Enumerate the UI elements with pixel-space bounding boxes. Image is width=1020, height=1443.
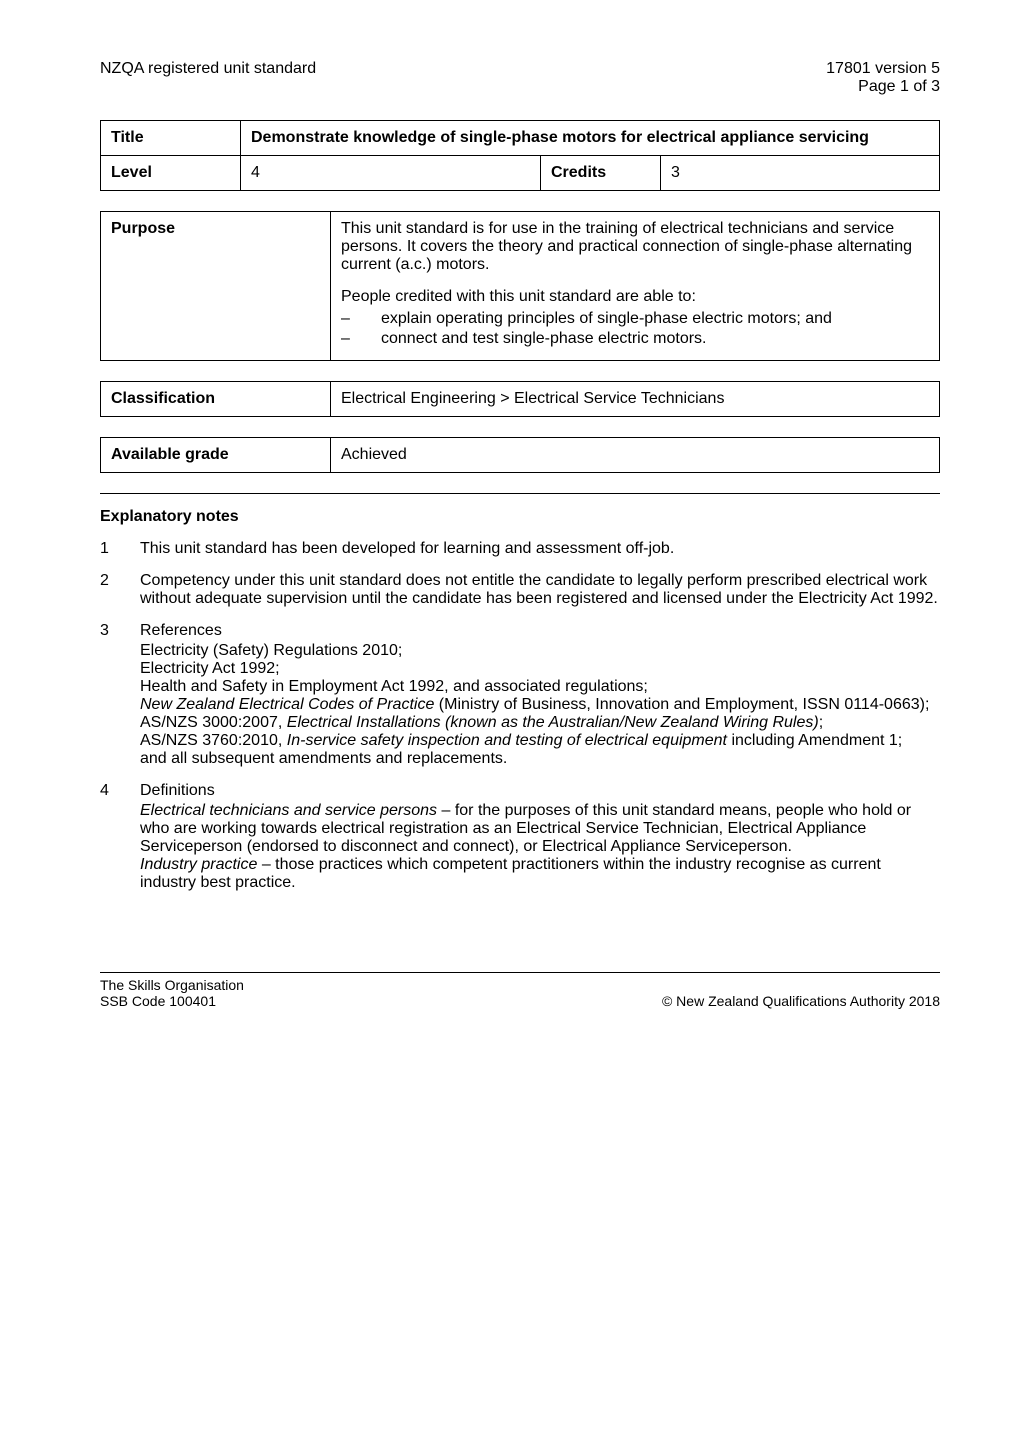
ref-ital: In-service safety inspection and testing… <box>287 732 727 749</box>
note-num: 4 <box>100 782 140 892</box>
note-body: Competency under this unit standard does… <box>140 572 940 608</box>
note-num: 2 <box>100 572 140 608</box>
classification-table: Classification Electrical Engineering > … <box>100 381 940 417</box>
note-1: 1 This unit standard has been developed … <box>100 540 940 558</box>
credits-value: 3 <box>661 156 940 191</box>
note-2: 2 Competency under this unit standard do… <box>100 572 940 608</box>
ref-text: AS/NZS 3000:2007, <box>140 714 287 731</box>
grade-label: Available grade <box>101 438 331 473</box>
ref-line: AS/NZS 3760:2010, In-service safety insp… <box>140 732 940 750</box>
credits-label: Credits <box>541 156 661 191</box>
note-3: 3 References Electricity (Safety) Regula… <box>100 622 940 768</box>
header-page: Page 1 of 3 <box>826 78 940 96</box>
ref-text: ; <box>819 714 823 731</box>
title-table: Title Demonstrate knowledge of single-ph… <box>100 120 940 191</box>
note-body: This unit standard has been developed fo… <box>140 540 940 558</box>
ref-ital: New Zealand Electrical Codes of Practice <box>140 696 434 713</box>
purpose-para2-lead: People credited with this unit standard … <box>341 288 929 306</box>
classification-label: Classification <box>101 382 331 417</box>
ref-line: Electricity Act 1992; <box>140 660 940 678</box>
note-4: 4 Definitions Electrical technicians and… <box>100 782 940 892</box>
purpose-bullet: connect and test single-phase electric m… <box>381 330 929 348</box>
note3-heading: References <box>140 622 940 640</box>
title-text: Demonstrate knowledge of single-phase mo… <box>241 121 940 156</box>
purpose-table: Purpose This unit standard is for use in… <box>100 211 940 361</box>
header-version: 17801 version 5 <box>826 60 940 78</box>
ref-line: Health and Safety in Employment Act 1992… <box>140 678 940 696</box>
footer-left: The Skills Organisation SSB Code 100401 <box>100 977 244 1009</box>
note-num: 3 <box>100 622 140 768</box>
ref-line: New Zealand Electrical Codes of Practice… <box>140 696 940 714</box>
note-body: References Electricity (Safety) Regulati… <box>140 622 940 768</box>
ref-line: AS/NZS 3000:2007, Electrical Installatio… <box>140 714 940 732</box>
explanatory-heading: Explanatory notes <box>100 508 940 526</box>
ref-line: Electricity (Safety) Regulations 2010; <box>140 642 940 660</box>
note-body: Definitions Electrical technicians and s… <box>140 782 940 892</box>
def-line: Electrical technicians and service perso… <box>140 802 940 856</box>
grade-table: Available grade Achieved <box>100 437 940 473</box>
footer-ssb: SSB Code 100401 <box>100 993 244 1009</box>
purpose-bullets: explain operating principles of single-p… <box>341 310 929 348</box>
ref-ital: Electrical Installations (known as the A… <box>287 714 819 731</box>
page-header: NZQA registered unit standard 17801 vers… <box>100 60 940 96</box>
def-ital: Electrical technicians and service perso… <box>140 802 437 819</box>
level-value: 4 <box>241 156 541 191</box>
purpose-bullet: explain operating principles of single-p… <box>381 310 929 328</box>
title-label: Title <box>101 121 241 156</box>
footer-org: The Skills Organisation <box>100 977 244 993</box>
classification-value: Electrical Engineering > Electrical Serv… <box>331 382 940 417</box>
ref-line: and all subsequent amendments and replac… <box>140 750 940 768</box>
purpose-para1: This unit standard is for use in the tra… <box>341 220 929 274</box>
level-label: Level <box>101 156 241 191</box>
note-num: 1 <box>100 540 140 558</box>
note4-heading: Definitions <box>140 782 940 800</box>
separator <box>100 493 940 494</box>
header-right: 17801 version 5 Page 1 of 3 <box>826 60 940 96</box>
footer-right: © New Zealand Qualifications Authority 2… <box>662 993 940 1009</box>
purpose-label: Purpose <box>101 212 331 361</box>
page-footer: The Skills Organisation SSB Code 100401 … <box>100 972 940 1009</box>
grade-value: Achieved <box>331 438 940 473</box>
def-ital: Industry practice <box>140 856 257 873</box>
ref-text: including Amendment 1; <box>727 732 902 749</box>
def-line: Industry practice – those practices whic… <box>140 856 940 892</box>
ref-text: AS/NZS 3760:2010, <box>140 732 287 749</box>
purpose-body: This unit standard is for use in the tra… <box>331 212 940 361</box>
ref-text: (Ministry of Business, Innovation and Em… <box>434 696 929 713</box>
header-left: NZQA registered unit standard <box>100 60 316 96</box>
